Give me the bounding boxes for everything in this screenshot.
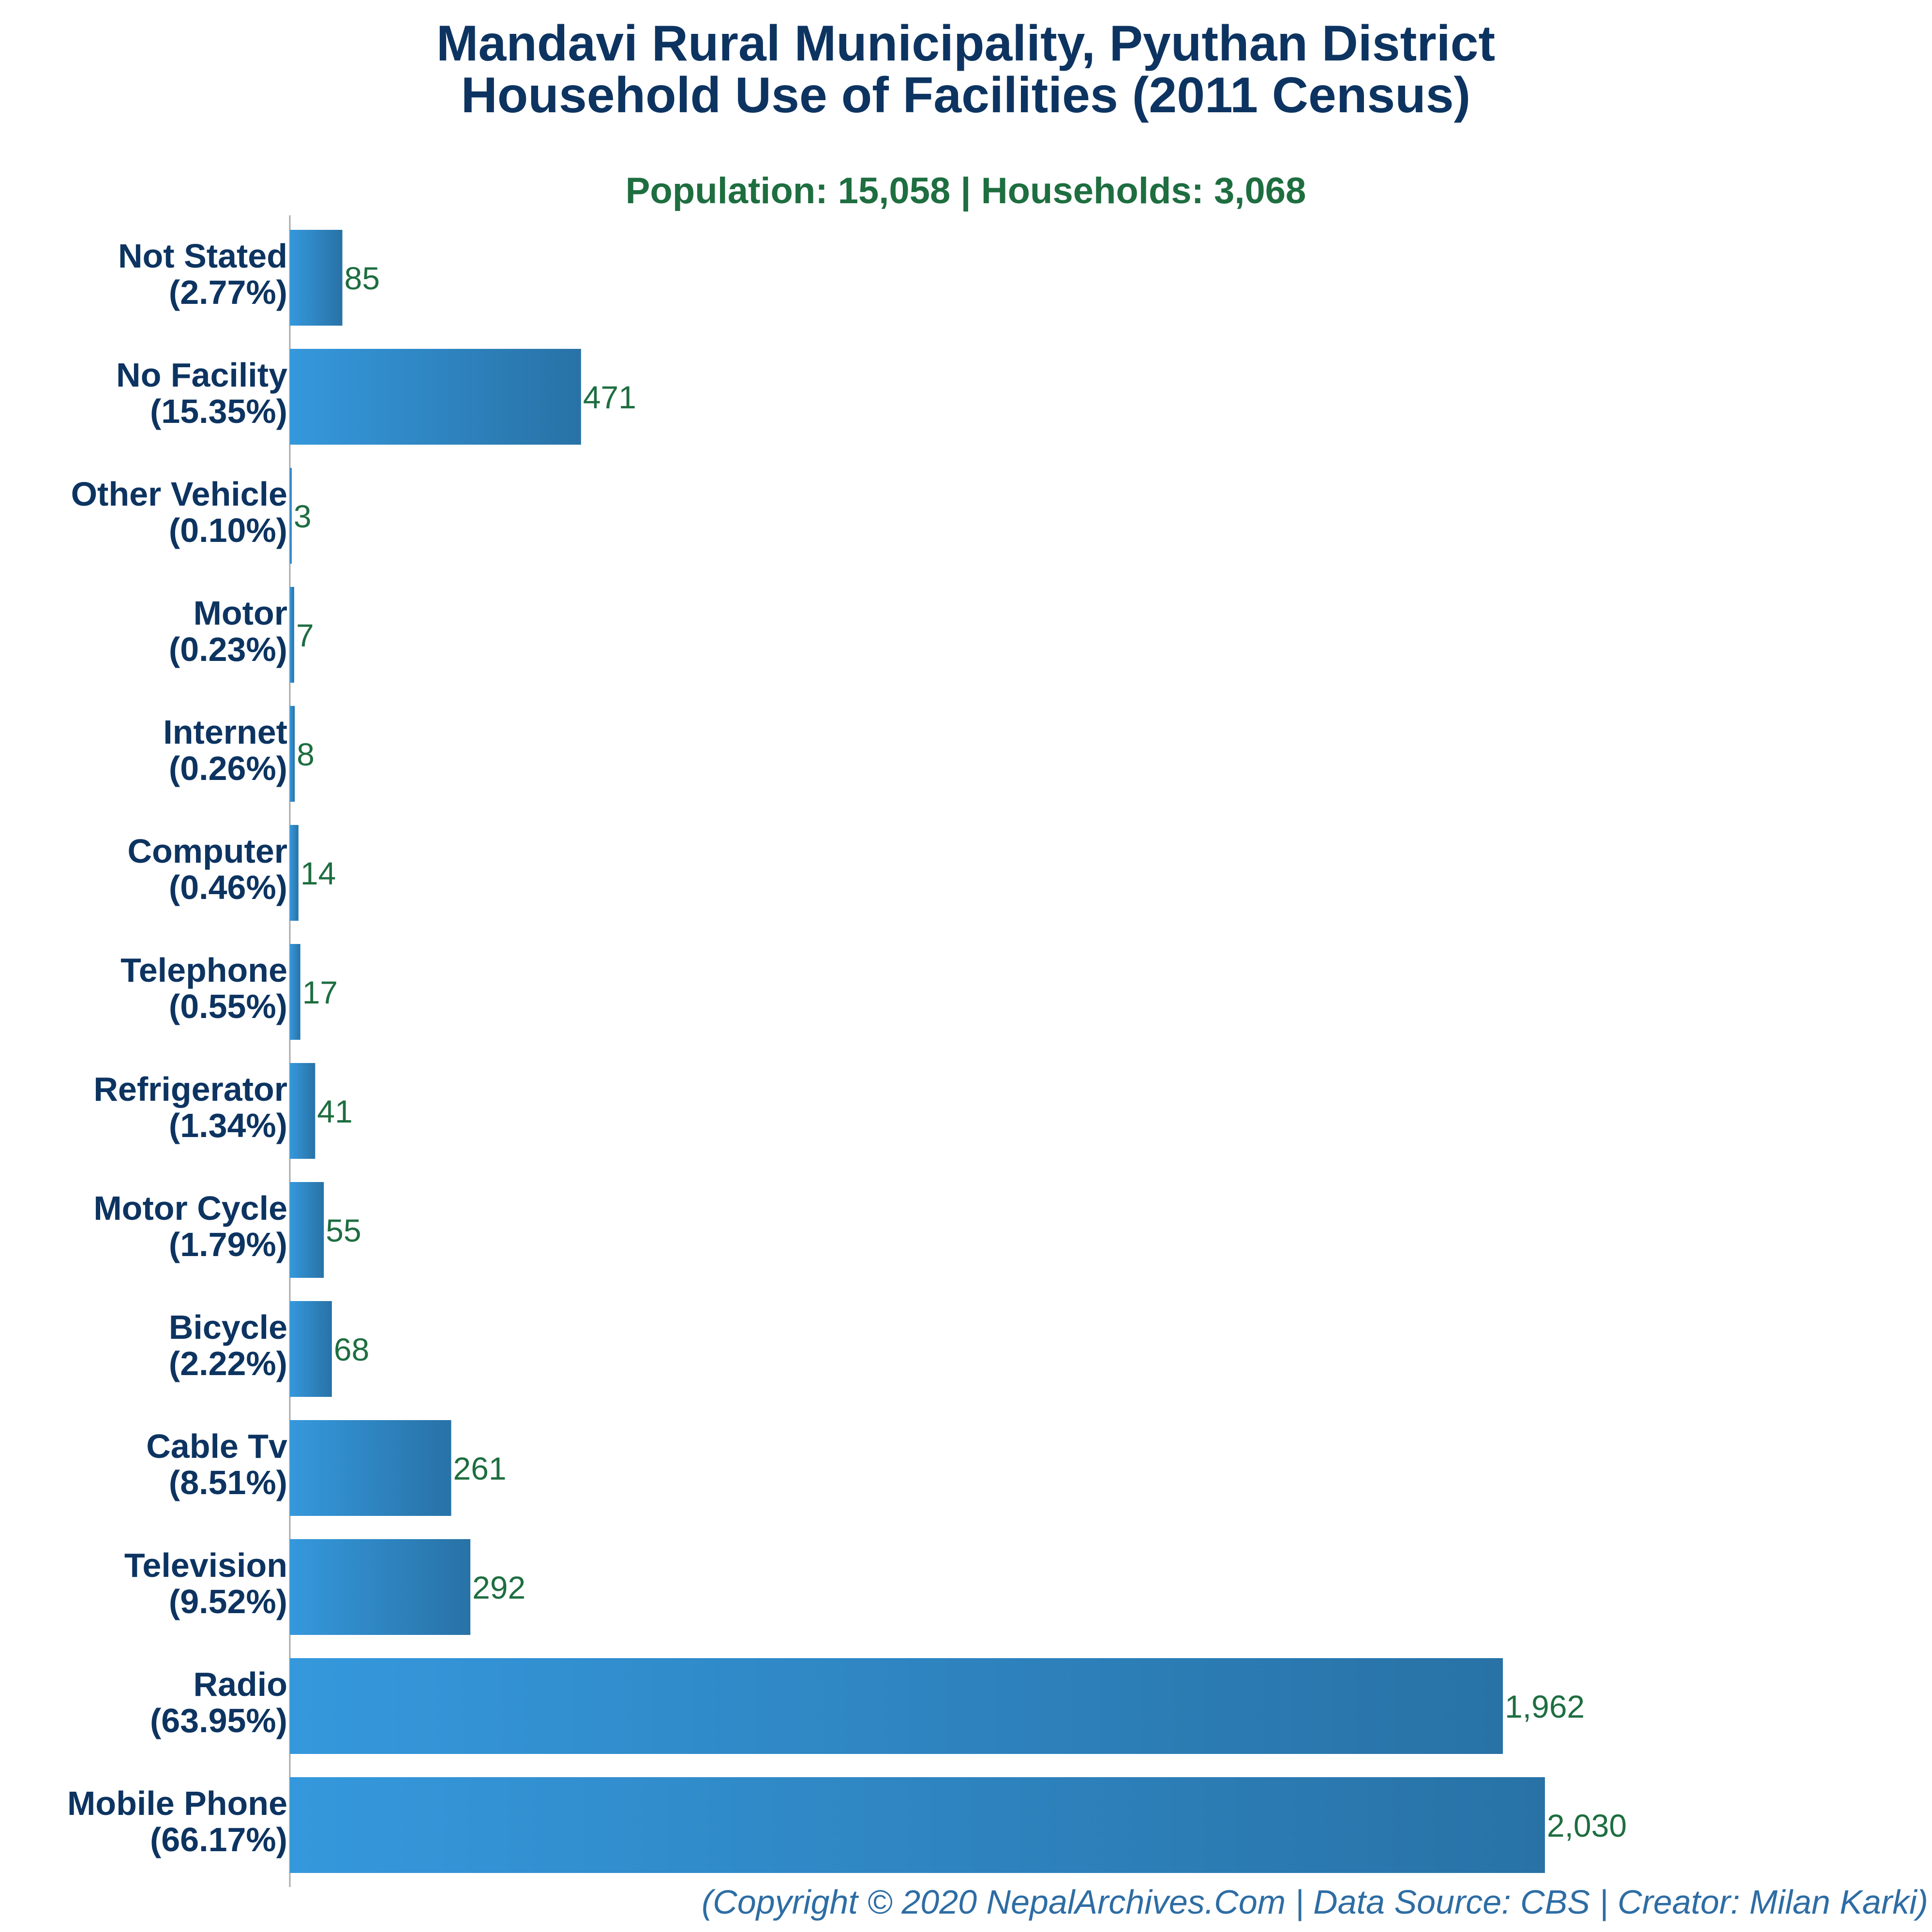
value-label-computer: 14: [300, 855, 336, 891]
category-label-refrigerator: Refrigerator (1.34%): [93, 1070, 287, 1144]
category-label-bicycle: Bicycle (2.22%): [169, 1308, 287, 1382]
category-label-no-facility: No Facility (15.35%): [116, 356, 287, 430]
bar-mobile-phone: [290, 1777, 1545, 1873]
bar-refrigerator: [290, 1063, 315, 1159]
chart-title-line1: Mandavi Rural Municipality, Pyuthan Dist…: [436, 15, 1495, 72]
bars-group: 85 Not Stated (2.77%) 471 No Facility (15.35%…: [67, 230, 1627, 1873]
category-label-computer: Computer (0.46%): [127, 832, 287, 906]
value-label-other-vehicle: 3: [294, 498, 312, 534]
category-label-radio: Radio (63.95%): [150, 1665, 287, 1739]
category-label-television: Television (9.52%): [124, 1546, 287, 1620]
bar-internet: [290, 706, 295, 802]
value-label-refrigerator: 41: [317, 1093, 352, 1129]
category-label-motor-cycle: Motor Cycle (1.79%): [93, 1189, 287, 1263]
value-label-bicycle: 68: [334, 1332, 369, 1367]
value-label-not-stated: 85: [344, 260, 380, 296]
bar-television: [290, 1539, 471, 1635]
value-label-radio: 1,962: [1505, 1689, 1585, 1724]
value-label-cable-tv: 261: [453, 1451, 507, 1486]
bar-bicycle: [290, 1301, 332, 1397]
value-label-motor: 7: [296, 617, 314, 653]
bar-motor-cycle: [290, 1182, 324, 1278]
bar-cable-tv: [290, 1420, 451, 1516]
bar-computer: [290, 825, 299, 921]
bar-not-stated: [290, 230, 343, 326]
bar-no-facility: [290, 349, 581, 445]
value-label-no-facility: 471: [583, 379, 636, 415]
category-label-internet: Internet (0.26%): [163, 713, 287, 787]
chart-title-line2: Household Use of Facilities (2011 Census…: [461, 67, 1470, 123]
value-label-telephone: 17: [302, 974, 338, 1010]
category-label-other-vehicle: Other Vehicle (0.10%): [71, 475, 287, 549]
bar-motor: [290, 587, 294, 683]
bar-telephone: [290, 944, 300, 1040]
value-label-television: 292: [472, 1570, 525, 1605]
category-label-mobile-phone: Mobile Phone (66.17%): [67, 1784, 287, 1858]
bar-radio: [290, 1658, 1503, 1754]
category-label-telephone: Telephone (0.55%): [120, 951, 287, 1025]
category-label-cable-tv: Cable Tv (8.51%): [146, 1427, 287, 1501]
chart-subtitle: Population: 15,058 | Households: 3,068: [626, 170, 1306, 212]
value-label-internet: 8: [297, 736, 315, 772]
category-label-motor: Motor (0.23%): [169, 594, 287, 668]
category-label-not-stated: Not Stated (2.77%): [118, 237, 287, 311]
chart-footer: (Copyright © 2020 NepalArchives.Com | Da…: [702, 1883, 1928, 1921]
value-label-mobile-phone: 2,030: [1547, 1808, 1627, 1843]
value-label-motor-cycle: 55: [326, 1213, 361, 1248]
bar-other-vehicle: [290, 468, 292, 564]
